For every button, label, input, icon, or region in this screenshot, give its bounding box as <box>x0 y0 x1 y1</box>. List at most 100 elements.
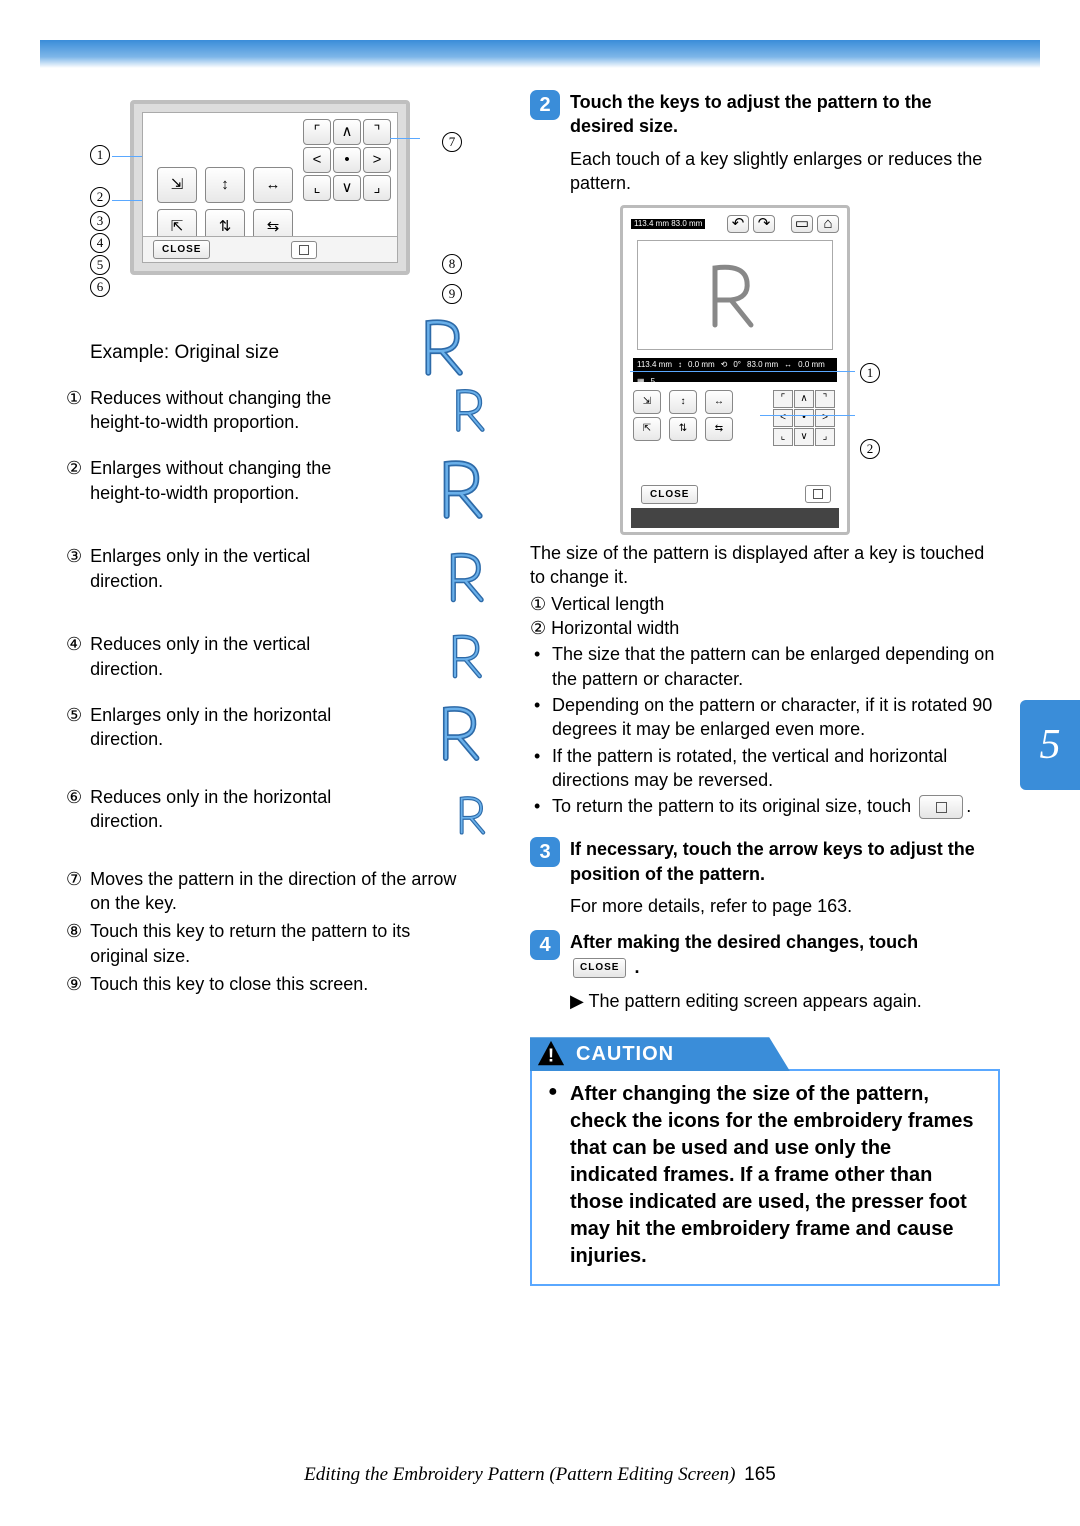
def-num: ④ <box>66 632 82 681</box>
direction-keypad: ⌜ ∧ ⌝ < • > ⌞ ∨ ⌟ <box>303 119 391 201</box>
window-icon[interactable]: ▭ <box>791 215 813 233</box>
info-deg: 0° <box>733 360 741 371</box>
note-touch-suffix: . <box>966 796 971 816</box>
arrow-down-icon[interactable]: ∨ <box>333 175 361 201</box>
callout-8: 8 <box>442 254 462 274</box>
note-item: Depending on the pattern or character, i… <box>534 693 1000 742</box>
callout-2: 2 <box>860 439 880 459</box>
arrow-up-right-icon[interactable]: ⌝ <box>363 119 391 145</box>
center-icon[interactable]: • <box>794 409 814 427</box>
def-num: ⑨ <box>66 972 82 996</box>
diagram-screen: ⌜ ∧ ⌝ < • > ⌞ ∨ ⌟ ⇲ <box>142 112 398 263</box>
shrink-horizontal-button[interactable]: ↔ <box>705 390 733 414</box>
page-number: 165 <box>744 1464 776 1485</box>
screenshot-top-bar: 113.4 mm 83.0 mm ↶ ↷ ▭ ⌂ <box>631 214 839 234</box>
caution-section: CAUTION ! After changing the size of the… <box>530 1037 1000 1286</box>
two-column-layout: 1 2 3 4 5 6 7 8 9 <box>60 90 1020 1286</box>
close-button[interactable]: CLOSE <box>153 240 210 260</box>
notes-list: The size that the pattern can be enlarge… <box>534 642 1000 792</box>
step-4: 4 After making the desired changes, touc… <box>530 930 1000 979</box>
caution-label: CAUTION <box>576 1041 674 1068</box>
shrink-vertical-button[interactable]: ↕ <box>205 167 245 203</box>
def-text: Reduces only in the horizontal direction… <box>90 785 350 845</box>
shrink-vertical-button[interactable]: ↕ <box>669 390 697 414</box>
diagram-left-callouts: 1 2 3 4 5 6 <box>90 145 110 299</box>
arrow-down-left-icon[interactable]: ⌞ <box>303 175 331 201</box>
legend-text: Vertical length <box>551 594 664 614</box>
step-3-body: For more details, refer to page 163. <box>570 894 1000 918</box>
size-button-rows: ⇲ ↕ ↔ ⇱ ⇅ ⇆ <box>157 167 293 245</box>
screenshot-wrap: 113.4 mm 83.0 mm ↶ ↷ ▭ ⌂ 113 <box>530 205 1000 535</box>
shrink-proportional-button[interactable]: ⇲ <box>157 167 197 203</box>
def-text: Enlarges only in the vertical direction. <box>90 544 350 610</box>
arrow-right-icon[interactable]: > <box>363 147 391 173</box>
arrow-down-right-icon[interactable]: ⌟ <box>815 428 835 446</box>
info-h: 113.4 mm <box>637 360 672 371</box>
step-badge-3: 3 <box>530 837 560 867</box>
definition-list: ① Reduces without changing the height-to… <box>66 386 500 845</box>
home-icon[interactable]: ⌂ <box>817 215 839 233</box>
callout-1: 1 <box>90 145 110 165</box>
left-column: 1 2 3 4 5 6 7 8 9 <box>60 90 500 1286</box>
arrow-left-icon[interactable]: < <box>773 409 793 427</box>
connector-line <box>112 156 142 157</box>
callout-3: 3 <box>90 211 110 231</box>
definition-list-tail: ⑦ Moves the pattern in the direction of … <box>66 867 500 996</box>
arrow-down-left-icon[interactable]: ⌞ <box>773 428 793 446</box>
def-text: Enlarges only in the horizontal directio… <box>90 703 350 763</box>
arrow-up-left-icon[interactable]: ⌜ <box>303 119 331 145</box>
arrow-up-right-icon[interactable]: ⌝ <box>815 390 835 408</box>
definition-item: ① Reduces without changing the height-to… <box>66 386 500 435</box>
callout-2: 2 <box>90 187 110 207</box>
arrow-down-icon[interactable]: ∨ <box>794 428 814 446</box>
arrow-right-icon[interactable]: > <box>815 409 835 427</box>
connector-line <box>390 138 420 139</box>
redo-icon[interactable]: ↷ <box>753 215 775 233</box>
callout-1: 1 <box>860 363 880 383</box>
reset-size-inline-icon[interactable] <box>919 795 963 819</box>
def-num: ⑥ <box>66 785 82 845</box>
enlarge-vertical-button[interactable]: ⇅ <box>669 417 697 441</box>
warning-triangle-icon: ! <box>536 1039 566 1069</box>
callout-6: 6 <box>90 277 110 297</box>
def-text: Enlarges without changing the height-to-… <box>90 456 350 522</box>
reset-size-button[interactable] <box>291 241 317 259</box>
definition-item: ③ Enlarges only in the vertical directio… <box>66 544 500 610</box>
def-text: Reduces only in the vertical direction. <box>90 632 350 681</box>
center-icon[interactable]: • <box>333 147 361 173</box>
note-item: The size that the pattern can be enlarge… <box>534 642 1000 691</box>
arrow-up-icon[interactable]: ∧ <box>794 390 814 408</box>
step4-prefix: After making the desired changes, touch <box>570 932 918 952</box>
def-text: Reduces without changing the height-to-w… <box>90 386 350 435</box>
reset-size-button[interactable] <box>805 485 831 503</box>
arrow-left-icon[interactable]: < <box>303 147 331 173</box>
shrink-proportional-button[interactable]: ⇲ <box>633 390 661 414</box>
step-2: 2 Touch the keys to adjust the pattern t… <box>530 90 1000 139</box>
letter-r-sample-icon <box>434 703 490 763</box>
top-dimensions: 113.4 mm 83.0 mm <box>631 219 705 229</box>
enlarge-proportional-button[interactable]: ⇱ <box>633 417 661 441</box>
close-button[interactable]: CLOSE <box>641 485 698 505</box>
screenshot-footer-bar <box>631 508 839 528</box>
def-num: ③ <box>66 544 82 610</box>
arrow-up-left-icon[interactable]: ⌜ <box>773 390 793 408</box>
step-badge-2: 2 <box>530 90 560 120</box>
caution-box: After changing the size of the pattern, … <box>530 1069 1000 1286</box>
arrow-down-right-icon[interactable]: ⌟ <box>363 175 391 201</box>
diagram-frame: ⌜ ∧ ⌝ < • > ⌞ ∨ ⌟ ⇲ <box>130 100 410 275</box>
step-4-result: The pattern editing screen appears again… <box>570 989 1000 1013</box>
def-num: ⑦ <box>66 867 82 916</box>
shrink-horizontal-button[interactable]: ↔ <box>253 167 293 203</box>
enlarge-horizontal-button[interactable]: ⇆ <box>705 417 733 441</box>
letter-r-original-icon <box>420 316 470 384</box>
close-inline-button[interactable]: CLOSE <box>573 958 626 978</box>
caution-banner: CAUTION <box>530 1037 790 1071</box>
def-num: ② <box>66 456 82 522</box>
definition-item: ⑤ Enlarges only in the horizontal direct… <box>66 703 500 763</box>
definition-item: ② Enlarges without changing the height-t… <box>66 456 500 522</box>
arrow-up-icon[interactable]: ∧ <box>333 119 361 145</box>
after-screenshot-text: The size of the pattern is displayed aft… <box>530 541 1000 590</box>
screenshot-close-bar: CLOSE <box>631 485 839 505</box>
undo-icon[interactable]: ↶ <box>727 215 749 233</box>
step-2-title: Touch the keys to adjust the pattern to … <box>570 90 1000 139</box>
